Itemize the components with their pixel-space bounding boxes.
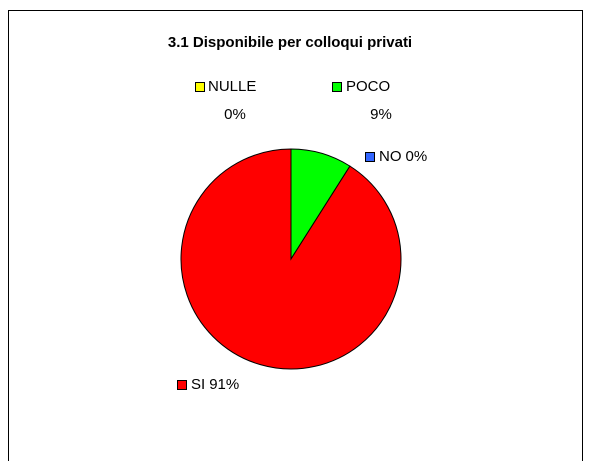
legend-key bbox=[177, 380, 187, 390]
data-label-name: POCO bbox=[346, 78, 390, 95]
data-label-name: NULLE bbox=[208, 78, 256, 95]
data-label-name: NO bbox=[379, 148, 402, 165]
legend-key bbox=[365, 152, 375, 162]
data-label-value: 0% bbox=[406, 148, 428, 165]
data-label-name: SI bbox=[191, 376, 205, 393]
data-label-value: 9% bbox=[370, 106, 392, 123]
legend-key bbox=[195, 82, 205, 92]
pie-slice bbox=[180, 148, 402, 370]
legend-key bbox=[332, 82, 342, 92]
data-label-value: 0% bbox=[224, 106, 246, 123]
chart-title: 3.1 Disponibile per colloqui privati bbox=[168, 34, 412, 51]
data-label-value: 91% bbox=[209, 376, 239, 393]
